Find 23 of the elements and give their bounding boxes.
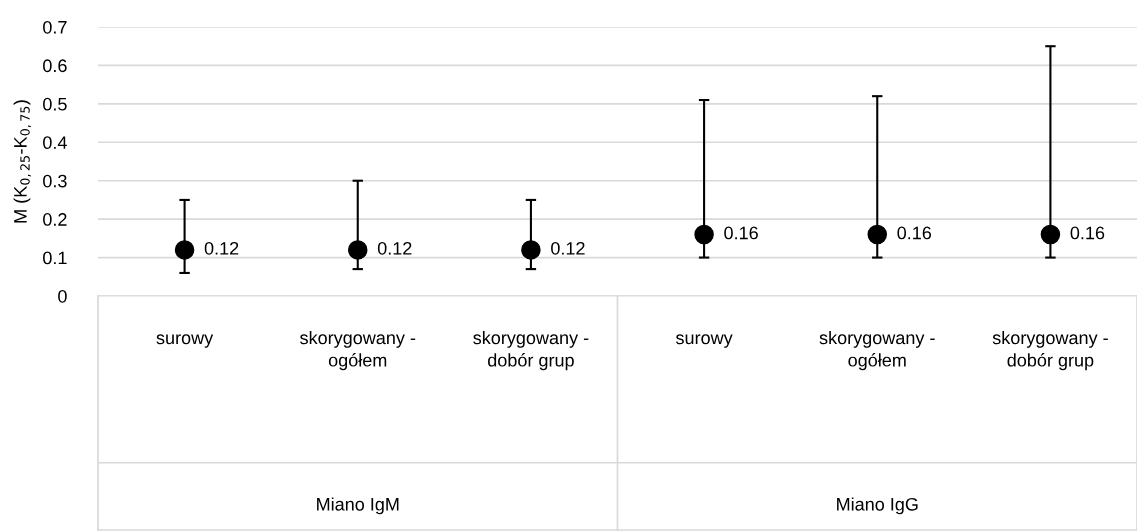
data-label: 0.16: [724, 226, 758, 240]
y-tick-label: 0.4: [43, 136, 67, 150]
data-label: 0.16: [1070, 226, 1105, 240]
x-tick-label: surowy: [675, 334, 733, 348]
y-tick-label: 0.6: [43, 59, 67, 73]
y-axis-title: M (K$_{0,25}$-K$_{0,75}$): [13, 100, 32, 223]
x-tick-label: skorygowany - dobór grup: [473, 330, 589, 371]
y-tick-label: 0.3: [43, 174, 67, 188]
data-label: 0.12: [204, 241, 239, 255]
x-tick-label: skorygowany - ogółem: [300, 330, 416, 371]
data-label: 0.12: [551, 241, 585, 255]
text: Miano IgG: [837, 497, 918, 515]
text: Miano IgM: [317, 497, 399, 515]
x-tick-label: skorygowany - ogółem: [819, 330, 935, 371]
x-tick-label: surowy: [156, 334, 214, 348]
data-label: 0.16: [897, 226, 932, 240]
y-tick-label: 0.2: [43, 213, 67, 226]
y-tick-label: 0.1: [43, 251, 67, 265]
y-tick-label: 0.5: [43, 97, 67, 111]
y-tick-label: 0.7: [43, 20, 67, 34]
data-label: 0.12: [377, 241, 412, 255]
x-tick-label: skorygowany - dobór grup: [992, 330, 1108, 371]
y-tick-label: 0: [58, 289, 67, 303]
